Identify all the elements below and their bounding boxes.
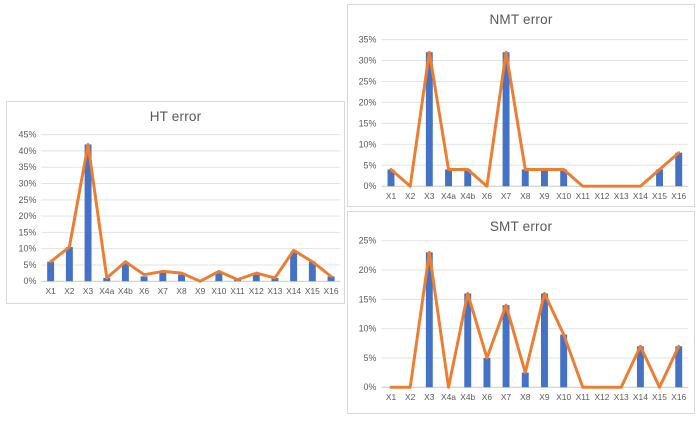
svg-text:0%: 0% xyxy=(364,382,377,392)
svg-text:X4b: X4b xyxy=(460,191,475,201)
svg-text:5%: 5% xyxy=(364,353,377,363)
svg-text:0%: 0% xyxy=(364,181,377,191)
svg-text:X11: X11 xyxy=(576,392,591,402)
svg-text:X10: X10 xyxy=(556,392,571,402)
svg-text:X3: X3 xyxy=(424,191,435,201)
svg-text:X15: X15 xyxy=(652,191,667,201)
svg-text:X13: X13 xyxy=(614,191,629,201)
svg-text:X2: X2 xyxy=(405,191,416,201)
smt-error-chart: 0% 5% 10% 15% 20% 25% X1 X2 X3 X4a X4b X6 X7 X8 X9 X10 X… xyxy=(359,236,689,402)
svg-text:X7: X7 xyxy=(158,286,169,296)
svg-text:35%: 35% xyxy=(359,35,377,45)
svg-text:25%: 25% xyxy=(359,236,377,246)
svg-text:X12: X12 xyxy=(249,286,264,296)
svg-text:X6: X6 xyxy=(482,392,493,402)
svg-text:5%: 5% xyxy=(364,160,377,170)
svg-text:X4a: X4a xyxy=(441,392,456,402)
svg-text:40%: 40% xyxy=(19,146,37,156)
svg-text:20%: 20% xyxy=(359,265,377,275)
svg-text:X16: X16 xyxy=(671,392,686,402)
svg-text:X11: X11 xyxy=(230,286,245,296)
chart-title: HT error xyxy=(149,109,202,124)
svg-text:X9: X9 xyxy=(195,286,206,296)
svg-text:X15: X15 xyxy=(652,392,667,402)
chart-panel-smt-error: SMT error 0% 5% 10% 15% 20% 25% X1 X2 X3 X4a X4b X6… xyxy=(347,211,695,414)
svg-text:10%: 10% xyxy=(359,139,377,149)
svg-text:X15: X15 xyxy=(305,286,320,296)
svg-text:X7: X7 xyxy=(501,191,512,201)
svg-text:X14: X14 xyxy=(633,191,648,201)
svg-text:X13: X13 xyxy=(267,286,282,296)
svg-text:X2: X2 xyxy=(405,392,416,402)
svg-text:30%: 30% xyxy=(19,178,37,188)
svg-text:X13: X13 xyxy=(614,392,629,402)
svg-text:X11: X11 xyxy=(576,191,591,201)
svg-text:X2: X2 xyxy=(64,286,75,296)
svg-text:X7: X7 xyxy=(501,392,512,402)
svg-text:5%: 5% xyxy=(24,260,37,270)
svg-text:X4b: X4b xyxy=(118,286,133,296)
svg-text:20%: 20% xyxy=(359,97,377,107)
svg-text:X14: X14 xyxy=(286,286,301,296)
svg-text:0%: 0% xyxy=(24,276,37,286)
svg-text:X10: X10 xyxy=(211,286,226,296)
svg-text:15%: 15% xyxy=(359,118,377,128)
svg-text:X6: X6 xyxy=(139,286,150,296)
svg-text:X3: X3 xyxy=(83,286,94,296)
svg-text:X14: X14 xyxy=(633,392,648,402)
svg-text:X1: X1 xyxy=(386,191,397,201)
svg-text:X8: X8 xyxy=(520,191,531,201)
chart-title: NMT error xyxy=(489,12,553,27)
svg-text:X4a: X4a xyxy=(441,191,456,201)
nmt-error-chart: 0% 5% 10% 15% 20% 25% 30% 35% X1 X2 X3 X4a X4b X6 X7 X8… xyxy=(359,35,689,201)
svg-text:25%: 25% xyxy=(359,77,377,87)
svg-text:X4b: X4b xyxy=(460,392,475,402)
svg-text:X6: X6 xyxy=(482,191,493,201)
svg-text:X12: X12 xyxy=(595,191,610,201)
svg-text:25%: 25% xyxy=(19,195,37,205)
svg-text:X9: X9 xyxy=(539,392,550,402)
ht-error-chart: 0% 5% 10% 15% 20% 25% 30% 35% 40% 45% X1 X2 X3 X4a X4b… xyxy=(19,130,341,296)
svg-text:X1: X1 xyxy=(386,392,397,402)
svg-text:30%: 30% xyxy=(359,56,377,66)
svg-text:X8: X8 xyxy=(520,392,531,402)
svg-text:X3: X3 xyxy=(424,392,435,402)
svg-text:X12: X12 xyxy=(595,392,610,402)
svg-text:X4a: X4a xyxy=(99,286,114,296)
svg-text:10%: 10% xyxy=(359,324,377,334)
chart-title: SMT error xyxy=(489,219,553,234)
chart-panel-ht-error: HT error 0% 5% 10% 15% 20% 25% 30% 35% 40% 45% X1 X… xyxy=(6,101,345,304)
svg-text:45%: 45% xyxy=(19,130,37,140)
svg-text:15%: 15% xyxy=(359,294,377,304)
svg-text:X16: X16 xyxy=(671,191,686,201)
svg-text:X10: X10 xyxy=(556,191,571,201)
chart-panel-nmt-error: NMT error 0% 5% 10% 15% 20% 25% 30% 35% X1 X2 X3 X4… xyxy=(347,4,695,207)
svg-text:20%: 20% xyxy=(19,211,37,221)
svg-text:15%: 15% xyxy=(19,227,37,237)
svg-text:X16: X16 xyxy=(324,286,339,296)
svg-text:35%: 35% xyxy=(19,162,37,172)
svg-text:10%: 10% xyxy=(19,244,37,254)
svg-text:X1: X1 xyxy=(45,286,56,296)
svg-text:X9: X9 xyxy=(539,191,550,201)
svg-text:X8: X8 xyxy=(176,286,187,296)
